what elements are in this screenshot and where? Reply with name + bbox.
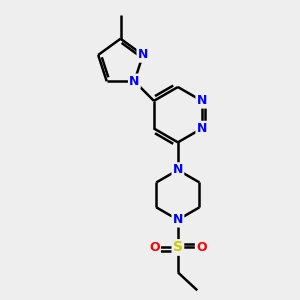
Text: N: N <box>138 49 148 62</box>
Text: N: N <box>196 94 207 107</box>
Text: N: N <box>173 213 183 226</box>
Text: S: S <box>173 240 183 254</box>
Text: N: N <box>196 122 207 135</box>
Text: N: N <box>129 75 140 88</box>
Text: O: O <box>149 241 160 254</box>
Text: O: O <box>196 241 207 254</box>
Text: N: N <box>173 164 183 176</box>
